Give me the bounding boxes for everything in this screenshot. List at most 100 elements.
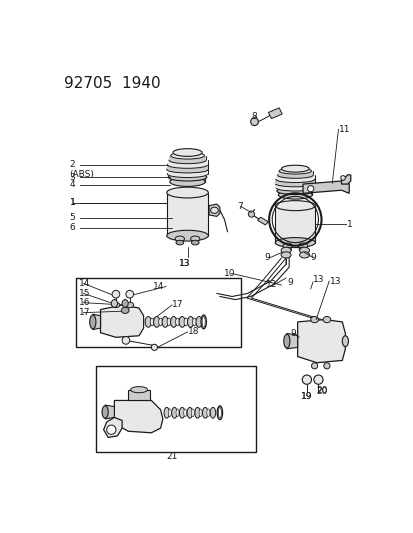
- Text: 4: 4: [69, 180, 75, 189]
- Ellipse shape: [166, 166, 208, 173]
- Polygon shape: [275, 184, 314, 188]
- Circle shape: [112, 290, 119, 298]
- Ellipse shape: [171, 407, 177, 418]
- Ellipse shape: [278, 191, 311, 199]
- Circle shape: [313, 375, 322, 384]
- Text: 10: 10: [223, 269, 235, 278]
- Circle shape: [122, 336, 129, 344]
- Polygon shape: [169, 156, 206, 160]
- Ellipse shape: [164, 407, 169, 418]
- Ellipse shape: [218, 407, 221, 418]
- Ellipse shape: [169, 157, 206, 164]
- Ellipse shape: [167, 318, 171, 326]
- Circle shape: [307, 185, 313, 192]
- Ellipse shape: [206, 409, 209, 417]
- Text: 19: 19: [300, 392, 311, 401]
- Text: 1: 1: [69, 198, 75, 207]
- Ellipse shape: [217, 406, 222, 419]
- Polygon shape: [169, 177, 205, 182]
- Circle shape: [301, 375, 311, 384]
- Ellipse shape: [282, 243, 292, 248]
- Text: 2: 2: [69, 160, 75, 169]
- Polygon shape: [114, 400, 162, 433]
- Circle shape: [126, 290, 133, 298]
- Polygon shape: [302, 181, 349, 193]
- Ellipse shape: [175, 318, 179, 326]
- Circle shape: [151, 344, 157, 350]
- Circle shape: [311, 363, 317, 369]
- Circle shape: [107, 425, 116, 434]
- Ellipse shape: [192, 318, 196, 326]
- Ellipse shape: [121, 308, 129, 313]
- Ellipse shape: [175, 236, 184, 241]
- Text: 20: 20: [316, 386, 327, 395]
- Ellipse shape: [275, 238, 315, 248]
- Ellipse shape: [202, 317, 205, 327]
- Ellipse shape: [183, 409, 186, 417]
- Ellipse shape: [195, 317, 202, 327]
- Polygon shape: [103, 417, 122, 438]
- Text: 15: 15: [79, 289, 90, 298]
- Ellipse shape: [322, 317, 330, 322]
- Ellipse shape: [187, 317, 193, 327]
- Circle shape: [248, 211, 254, 217]
- Ellipse shape: [145, 317, 151, 327]
- Ellipse shape: [167, 171, 207, 177]
- Text: 6: 6: [69, 223, 75, 232]
- Ellipse shape: [173, 149, 202, 156]
- Polygon shape: [277, 171, 312, 175]
- Text: 9: 9: [264, 254, 270, 262]
- Polygon shape: [257, 217, 268, 225]
- Ellipse shape: [102, 406, 108, 418]
- Text: 7: 7: [237, 202, 243, 211]
- Ellipse shape: [199, 409, 202, 417]
- Text: 14: 14: [153, 282, 164, 291]
- Ellipse shape: [122, 300, 128, 308]
- Ellipse shape: [179, 317, 185, 327]
- Text: 13: 13: [312, 275, 324, 284]
- Ellipse shape: [169, 177, 205, 187]
- Ellipse shape: [283, 334, 289, 348]
- Polygon shape: [166, 192, 208, 236]
- Ellipse shape: [280, 252, 290, 258]
- Text: 8: 8: [251, 112, 256, 121]
- Ellipse shape: [166, 187, 208, 198]
- Text: 9: 9: [287, 278, 293, 287]
- Text: 16: 16: [79, 298, 90, 307]
- Text: 18: 18: [187, 327, 199, 336]
- Circle shape: [340, 175, 344, 180]
- Ellipse shape: [112, 302, 119, 308]
- Ellipse shape: [281, 165, 309, 172]
- Ellipse shape: [179, 407, 184, 418]
- Ellipse shape: [276, 188, 313, 195]
- Ellipse shape: [191, 409, 194, 417]
- Polygon shape: [209, 204, 219, 216]
- Text: 5: 5: [69, 213, 75, 222]
- Text: 13: 13: [329, 277, 341, 286]
- Polygon shape: [286, 334, 297, 349]
- Polygon shape: [167, 160, 207, 165]
- Polygon shape: [167, 169, 207, 174]
- Ellipse shape: [168, 173, 206, 181]
- Ellipse shape: [277, 172, 312, 179]
- Text: (ABS): (ABS): [69, 169, 95, 179]
- Ellipse shape: [184, 318, 188, 326]
- Ellipse shape: [187, 407, 192, 418]
- Text: 92705  1940: 92705 1940: [64, 76, 160, 91]
- Text: 19: 19: [300, 392, 311, 401]
- Text: 9: 9: [289, 329, 295, 338]
- Text: 1: 1: [346, 220, 352, 229]
- Text: 14: 14: [79, 279, 90, 288]
- Ellipse shape: [170, 152, 204, 159]
- Ellipse shape: [162, 317, 168, 327]
- Ellipse shape: [275, 181, 315, 187]
- Ellipse shape: [299, 252, 309, 258]
- Polygon shape: [166, 165, 208, 169]
- Text: 20: 20: [316, 387, 327, 395]
- Ellipse shape: [126, 302, 133, 308]
- Circle shape: [323, 363, 329, 369]
- Ellipse shape: [202, 407, 207, 418]
- Ellipse shape: [168, 409, 171, 417]
- Polygon shape: [100, 305, 143, 337]
- Ellipse shape: [130, 386, 147, 393]
